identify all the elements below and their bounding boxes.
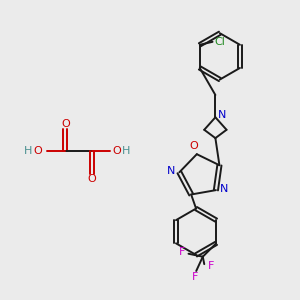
Text: F: F bbox=[179, 247, 186, 257]
Text: N: N bbox=[218, 110, 226, 120]
Text: O: O bbox=[34, 146, 42, 157]
Text: O: O bbox=[88, 174, 96, 184]
Text: N: N bbox=[220, 184, 228, 194]
Text: O: O bbox=[112, 146, 121, 157]
Text: F: F bbox=[192, 272, 198, 282]
Text: N: N bbox=[167, 166, 175, 176]
Text: F: F bbox=[208, 261, 214, 271]
Text: H: H bbox=[24, 146, 32, 157]
Text: O: O bbox=[190, 141, 198, 151]
Text: Cl: Cl bbox=[214, 37, 225, 47]
Text: H: H bbox=[122, 146, 130, 157]
Text: O: O bbox=[61, 119, 70, 129]
